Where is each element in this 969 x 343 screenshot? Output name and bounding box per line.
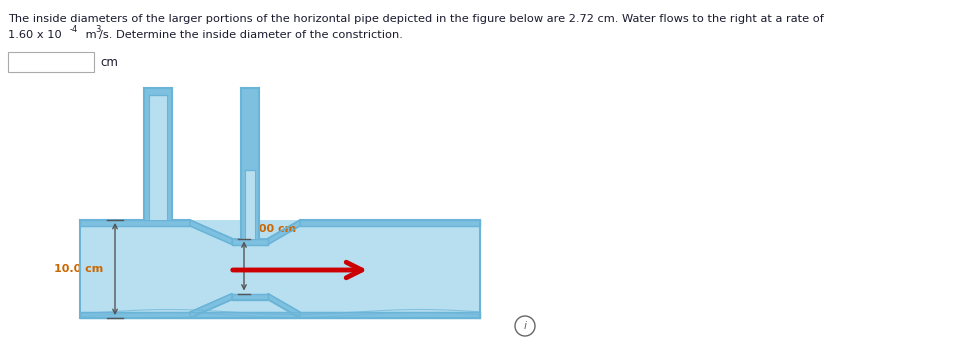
Polygon shape [245,170,255,238]
Text: 3: 3 [95,25,101,34]
Polygon shape [149,95,167,220]
Polygon shape [268,220,300,245]
Polygon shape [80,312,480,318]
Text: The inside diameters of the larger portions of the horizontal pipe depicted in t: The inside diameters of the larger porti… [8,14,824,24]
Polygon shape [300,220,480,226]
Text: cm: cm [100,56,118,69]
Polygon shape [190,220,232,245]
Polygon shape [232,238,268,245]
Text: 10.0 cm: 10.0 cm [53,264,103,274]
Text: 5.00 cm: 5.00 cm [247,225,297,235]
Text: i: i [523,321,526,331]
Polygon shape [190,294,232,318]
Text: m: m [82,30,97,40]
Text: /s. Determine the inside diameter of the constriction.: /s. Determine the inside diameter of the… [99,30,403,40]
Polygon shape [268,294,300,318]
Polygon shape [144,88,172,220]
Polygon shape [80,220,480,318]
Polygon shape [241,88,259,238]
Polygon shape [232,294,268,299]
Polygon shape [80,220,190,226]
Text: -4: -4 [70,25,78,34]
Text: 1.60 x 10: 1.60 x 10 [8,30,62,40]
Bar [8,52,94,72]
